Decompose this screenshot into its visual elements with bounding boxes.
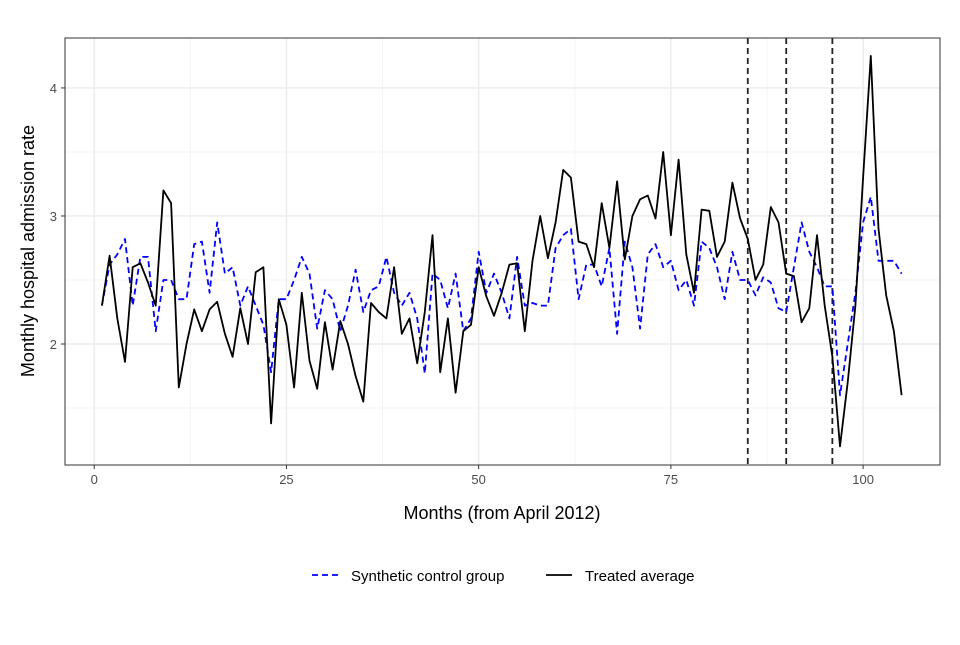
legend-label-treated: Treated average <box>585 568 695 585</box>
series-lines <box>101 55 903 448</box>
y-tick-label: 2 <box>50 337 57 352</box>
x-tick-label: 25 <box>279 472 293 487</box>
x-tick-label: 0 <box>91 472 98 487</box>
x-axis-label: Months (from April 2012) <box>403 503 600 523</box>
synthetic-control-line <box>101 195 903 397</box>
legend: Synthetic control group Treated average <box>312 568 695 585</box>
y-axis-label: Monthly hospital admission rate <box>18 125 38 377</box>
x-tick-label: 100 <box>852 472 874 487</box>
intervention-lines <box>746 38 834 465</box>
y-tick-label: 3 <box>50 209 57 224</box>
treated-average-line <box>101 55 903 448</box>
x-tick-label: 50 <box>471 472 485 487</box>
y-tick-label: 4 <box>50 81 57 96</box>
y-axis: 2 3 4 <box>50 81 65 352</box>
x-tick-label: 75 <box>664 472 678 487</box>
x-axis: 0 25 50 75 100 <box>91 465 874 487</box>
legend-label-synthetic: Synthetic control group <box>351 568 504 585</box>
plot-border <box>64 37 941 466</box>
grid <box>65 38 940 465</box>
